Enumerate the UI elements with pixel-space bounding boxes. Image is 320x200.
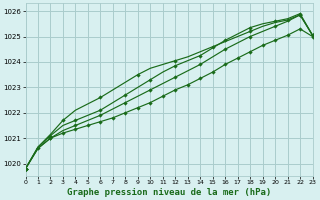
X-axis label: Graphe pression niveau de la mer (hPa): Graphe pression niveau de la mer (hPa) bbox=[67, 188, 271, 197]
